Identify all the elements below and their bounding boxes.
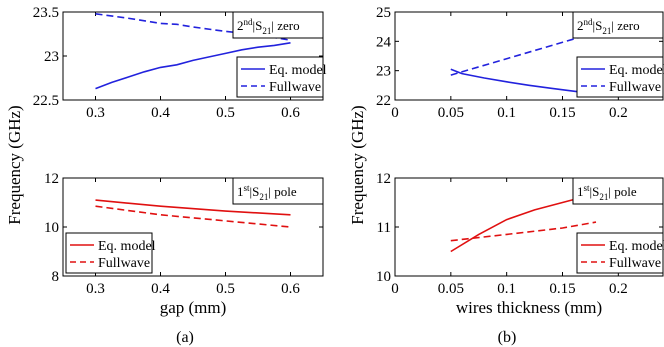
legend-box (236, 56, 324, 98)
y-tick-label: 12 (44, 171, 59, 187)
series-line-eq-model (450, 68, 597, 95)
y-tick-label: 10 (376, 269, 391, 285)
subplot-label-a: (a) (176, 329, 194, 346)
x-tick-label: 0.1 (497, 281, 516, 297)
x-tick-label: 0.6 (281, 105, 300, 121)
ylabel-b: Frequency (GHz) (348, 105, 367, 224)
legend-label: Eq. model (98, 239, 156, 254)
legend-label: Eq. model (269, 63, 327, 78)
x-tick-label: 0.1 (497, 105, 516, 121)
panel-b-bottom: 0 0.05 0.1 0.15 0.2 10 11 12 wires thickness (mm… (376, 171, 664, 317)
x-axis-label: wires thickness (mm) (456, 298, 602, 317)
x-tick-label: 0.15 (549, 281, 575, 297)
y-tick-label: 25 (376, 5, 391, 21)
x-tick-label: 0.2 (609, 105, 628, 121)
x-tick-label: 0.2 (609, 281, 628, 297)
x-tick-label: 0.15 (549, 105, 575, 121)
annotation-box (572, 11, 664, 39)
y-tick-label: 12 (376, 171, 391, 187)
panel-a-bottom: 0.3 0.4 0.5 0.6 8 10 12 gap (mm) 1st|S21| pole Eq… (44, 171, 324, 317)
x-tick-label: 0.3 (86, 105, 105, 121)
annotation-box (572, 177, 664, 205)
x-tick-label: 0.6 (281, 281, 300, 297)
annotation-text: 1st|S21| pole (237, 183, 297, 202)
x-tick-label: 0 (391, 281, 399, 297)
y-tick-label: 23.5 (33, 5, 59, 21)
legend-label: Eq. model (609, 63, 664, 78)
y-tick-label: 22.5 (33, 93, 59, 109)
annotation-text: 2nd|S21| zero (237, 17, 300, 36)
annotation-text: 1st|S21| pole (577, 183, 637, 202)
x-axis-label: gap (mm) (160, 298, 227, 317)
legend-box (576, 56, 664, 98)
y-tick-label: 8 (52, 269, 60, 285)
legend-box (65, 232, 153, 274)
y-tick-label: 22 (376, 93, 391, 109)
ylabel-a: Frequency (GHz) (5, 105, 24, 224)
legend-box (576, 232, 664, 274)
x-tick-label: 0.3 (86, 281, 105, 297)
subplot-label-b: (b) (498, 329, 517, 346)
panel-a-top: 0.3 0.4 0.5 0.6 22.5 23 23.5 2nd|S21| zero Eq. m… (33, 5, 327, 121)
series-line-eq-model (95, 199, 291, 216)
x-tick-label: 0.5 (216, 281, 235, 297)
x-tick-label: 0 (391, 105, 399, 121)
x-tick-label: 0.05 (438, 281, 464, 297)
series-line-eq-model (95, 42, 291, 90)
series-line-fullwave (450, 31, 597, 76)
annotation-box (232, 11, 324, 39)
legend-label: Fullwave (609, 256, 661, 271)
legend-label: Eq. model (609, 239, 664, 254)
series-line-fullwave (450, 221, 597, 242)
x-tick-label: 0.4 (151, 105, 170, 121)
y-tick-label: 24 (376, 34, 392, 50)
annotation-box (232, 177, 324, 205)
y-tick-label: 10 (44, 220, 59, 236)
x-tick-label: 0.5 (216, 105, 235, 121)
panel-b-top: 0 0.05 0.1 0.15 0.2 22 23 24 25 2nd|S21| zero Eq. … (376, 5, 664, 121)
x-tick-label: 0.05 (438, 105, 464, 121)
x-tick-label: 0.4 (151, 281, 170, 297)
annotation-text: 2nd|S21| zero (577, 17, 640, 36)
legend-label: Fullwave (98, 256, 150, 271)
y-tick-label: 23 (44, 49, 59, 65)
legend-label: Fullwave (609, 80, 661, 95)
y-tick-label: 23 (376, 64, 391, 80)
y-tick-label: 11 (377, 220, 391, 236)
legend-label: Fullwave (269, 80, 321, 95)
